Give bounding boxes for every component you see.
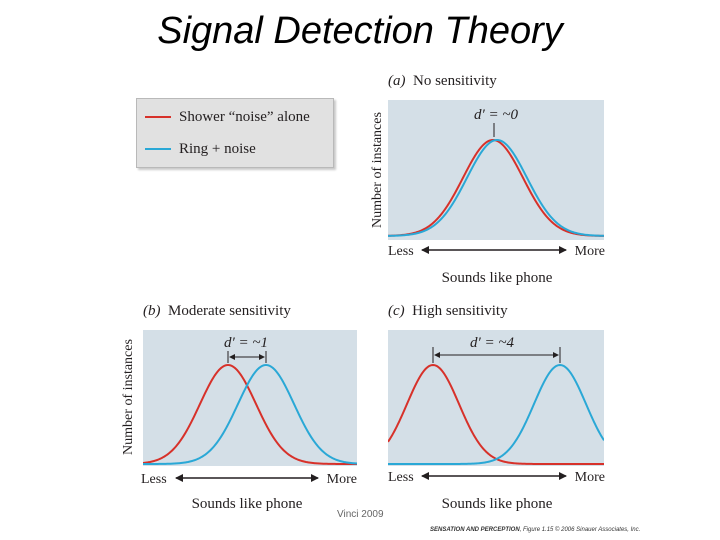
legend-swatch-noise: [145, 116, 171, 118]
figure-credit-book: SENSATION AND PERCEPTION: [430, 527, 520, 533]
panel-b-xlabel: Sounds like phone: [192, 496, 303, 512]
legend-label-noise: Shower “noise” alone: [179, 108, 310, 125]
legend: Shower “noise” alone Ring + noise: [136, 98, 334, 168]
panel-a-xmore: More: [575, 244, 605, 259]
panel-c-title-text: High sensitivity: [412, 303, 508, 319]
panel-a-dprime: d′ = ~0: [474, 107, 519, 123]
slide-title: Signal Detection Theory: [157, 10, 563, 52]
panel-b-signal-curve: [143, 363, 357, 465]
panel-a: d′ = ~0 Number of instances Less More So…: [370, 100, 605, 286]
panel-a-title: (a) No sensitivity: [388, 73, 497, 90]
panel-c-xmore: More: [575, 470, 605, 485]
panel-b-letter: (b): [143, 303, 161, 319]
panel-b: d′ = ~1 Number of instances Less More So…: [121, 330, 357, 512]
panel-b-title: (b) Moderate sensitivity: [143, 303, 291, 320]
panel-a-xlabel: Sounds like phone: [442, 270, 553, 286]
panel-a-signal-curve: [388, 138, 604, 237]
panel-a-xless: Less: [388, 244, 414, 259]
legend-item-signal: Ring + noise: [145, 139, 256, 159]
panel-b-ylabel: Number of instances: [121, 339, 136, 455]
panel-c-title: (c) High sensitivity: [388, 303, 508, 320]
footer-credit: Vinci 2009: [337, 509, 384, 520]
legend-item-noise: Shower “noise” alone: [145, 107, 310, 127]
panel-b-xless: Less: [141, 472, 167, 487]
panel-b-xmore: More: [327, 472, 357, 487]
panel-b-title-text: Moderate sensitivity: [168, 303, 291, 319]
panel-a-title-text: No sensitivity: [413, 73, 497, 89]
panel-c-signal-curve: [388, 363, 604, 465]
legend-swatch-signal: [145, 148, 171, 150]
panel-a-plot-area: [388, 100, 604, 240]
panel-c-letter: (c): [388, 303, 405, 319]
panel-a-letter: (a): [388, 73, 406, 89]
panel-c: d′ = ~4 Less More Sounds like phone: [388, 330, 605, 512]
panel-b-noise-curve: [143, 363, 357, 465]
panel-c-xlabel: Sounds like phone: [442, 496, 553, 512]
figure-credit-rest: , Figure 1.15 © 2006 Sinauer Associates,…: [519, 527, 641, 533]
figure-credit: SENSATION AND PERCEPTION, Figure 1.15 © …: [430, 527, 640, 533]
legend-label-signal: Ring + noise: [179, 140, 256, 157]
panel-b-dprime: d′ = ~1: [224, 335, 268, 351]
panel-a-ylabel: Number of instances: [370, 112, 385, 228]
panel-c-xless: Less: [388, 470, 414, 485]
panel-c-dprime: d′ = ~4: [470, 335, 515, 351]
